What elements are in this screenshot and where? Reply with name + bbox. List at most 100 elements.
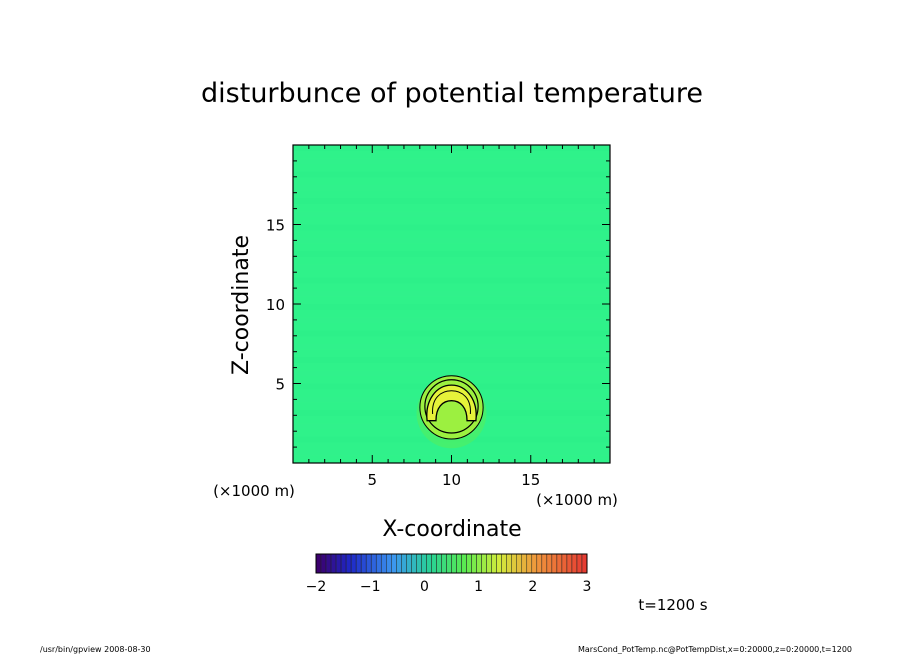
field-stripe — [293, 264, 610, 271]
colorbar-cell — [571, 553, 578, 574]
colorbar-cell — [471, 553, 477, 574]
colorbar-cell — [436, 553, 442, 574]
footer-left: /usr/bin/gpview 2008-08-30 — [40, 645, 151, 654]
field-stripe — [293, 251, 610, 257]
colorbar-cell — [380, 553, 387, 574]
colorbar-tick-label: 2 — [528, 579, 537, 595]
colorbar-cell — [541, 553, 548, 574]
colorbar-cell — [481, 553, 487, 574]
colorbar-cell — [451, 553, 457, 574]
colorbar-cell — [391, 553, 397, 574]
colorbar-cell — [426, 553, 432, 574]
colorbar-cell — [411, 553, 417, 574]
colorbar-cell — [320, 553, 327, 574]
time-label: t=1200 s — [638, 596, 707, 614]
colorbar-cell — [355, 553, 362, 574]
x-unit-label: (×1000 m) — [536, 491, 618, 509]
colorbar-cell — [370, 553, 377, 574]
colorbar-cell — [386, 553, 392, 574]
x-tick-label: 10 — [442, 471, 461, 489]
x-axis-label: X-coordinate — [382, 517, 521, 542]
colorbar-cell — [521, 553, 528, 574]
colorbar-cell — [486, 553, 492, 574]
colorbar-cell — [401, 553, 407, 574]
thermal-anomaly — [416, 375, 487, 449]
colorbar-cell — [396, 553, 402, 574]
colorbar-cell — [551, 553, 558, 574]
field-stripe — [293, 277, 610, 284]
colorbar-cell — [501, 553, 507, 574]
field-stripe — [293, 304, 610, 310]
plot-area: 5 10 15 5 10 15 — [266, 144, 611, 489]
chart-title: disturbunce of potential temperature — [201, 78, 703, 109]
colorbar-tick-label: −1 — [360, 579, 381, 595]
anomaly-core — [426, 384, 477, 422]
colorbar-cell — [561, 553, 568, 574]
field-stripe — [293, 224, 610, 231]
colorbar-tick-label: 0 — [420, 579, 429, 595]
field-stripe — [293, 449, 610, 456]
colorbar-cell — [421, 553, 427, 574]
field-stripe — [293, 290, 610, 297]
field-stripe — [293, 370, 610, 377]
y-tick-label: 10 — [266, 296, 285, 314]
colorbar-cell — [315, 553, 322, 574]
colorbar-tick-label: 1 — [474, 579, 483, 595]
colorbar-cell — [556, 553, 563, 574]
x-tick-label: 15 — [521, 471, 540, 489]
anomaly-contour — [424, 379, 479, 434]
colorbar-cell — [536, 553, 543, 574]
colorbar-cell — [526, 553, 533, 574]
field-stripe — [293, 343, 610, 350]
colorbar-cell — [531, 553, 538, 574]
colorbar-cell — [576, 553, 583, 574]
axis-ticks: 5 10 15 5 10 15 — [266, 145, 610, 489]
field-stripe — [293, 211, 610, 218]
field-stripe — [293, 171, 610, 178]
colorbar-cell — [335, 553, 342, 574]
colorbar-cell — [546, 553, 553, 574]
colorbar-cell — [516, 553, 523, 574]
colorbar-cell — [511, 553, 517, 574]
colorbar-tick-label: −2 — [306, 579, 327, 595]
colorbar: −2 −1 0 1 2 3 — [306, 553, 592, 595]
field-stripe — [293, 330, 610, 337]
colorbar-frame — [315, 553, 588, 574]
colorbar-cell — [360, 553, 367, 574]
y-unit-label: (×1000 m) — [213, 482, 295, 500]
y-tick-label: 15 — [266, 217, 285, 235]
colorbar-cell — [456, 553, 462, 574]
field-stripe — [293, 357, 610, 363]
colorbar-cell — [581, 553, 588, 574]
field-stripe — [293, 184, 610, 191]
x-tick-label: 5 — [367, 471, 377, 489]
colorbar-cell — [491, 553, 497, 574]
colorbar-cell — [345, 553, 352, 574]
colorbar-cell — [506, 553, 512, 574]
y-tick-label: 5 — [275, 376, 285, 394]
field-stripe — [293, 158, 610, 165]
field-stripe — [293, 317, 610, 324]
colorbar-cell — [566, 553, 573, 574]
colorbar-cell — [325, 553, 332, 574]
colorbar-cell — [350, 553, 357, 574]
colorbar-cell — [406, 553, 412, 574]
anomaly-inner-contour — [432, 390, 471, 415]
colorbar-cell — [461, 553, 467, 574]
colorbar-tick-label: 3 — [583, 579, 592, 595]
colorbar-cell — [416, 553, 422, 574]
colorbar-cell — [340, 553, 347, 574]
colorbar-cell — [441, 553, 447, 574]
colorbar-gradient — [315, 553, 588, 574]
colorbar-cell — [375, 553, 382, 574]
field-stripe — [293, 198, 610, 204]
field-stripe — [293, 237, 610, 244]
colorbar-cell — [476, 553, 482, 574]
colorbar-cell — [466, 553, 472, 574]
footer-right: MarsCond_PotTemp.nc@PotTempDist,x=0:2000… — [578, 645, 852, 654]
colorbar-cell — [496, 553, 502, 574]
colorbar-cell — [446, 553, 452, 574]
colorbar-cell — [431, 553, 437, 574]
colorbar-ticks: −2 −1 0 1 2 3 — [306, 579, 592, 595]
